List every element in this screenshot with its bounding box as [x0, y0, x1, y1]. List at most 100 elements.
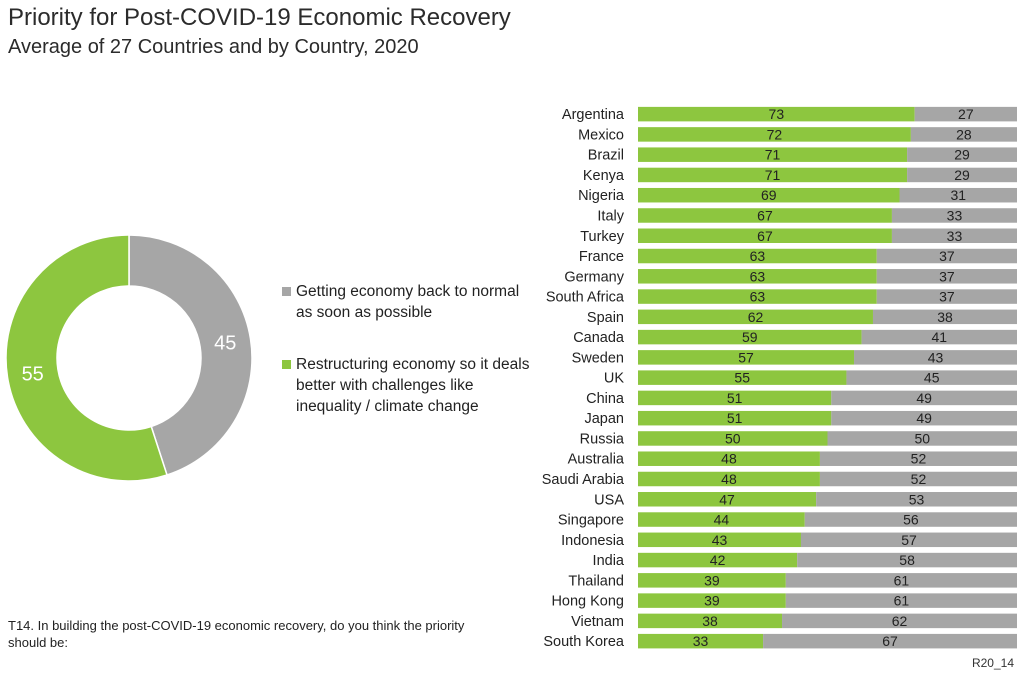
bar-segment-back-to-normal	[831, 390, 1017, 406]
bar-value-label: 47	[719, 491, 735, 507]
country-label: India	[593, 553, 625, 569]
bar-value-label: 63	[750, 268, 766, 284]
country-bar-chart: Argentina 73 27 Mexico 72 28 Brazil 71 29 Kenya 71…	[542, 106, 1017, 650]
bar-segment-restructuring	[638, 187, 900, 203]
bar-segment-back-to-normal	[827, 431, 1017, 446]
bar-segment-back-to-normal	[819, 451, 1017, 466]
bar-segment-restructuring	[638, 512, 805, 527]
chart-title: Priority for Post-COVID-19 Economic Reco…	[8, 4, 511, 31]
donut-slice-back-to-normal	[128, 234, 253, 476]
country-label: Mexico	[578, 127, 624, 143]
country-label: Italy	[597, 208, 624, 224]
chart-subtitle: Average of 27 Countries and by Country, …	[8, 36, 419, 58]
bar-segment-restructuring	[638, 228, 892, 244]
bar-value-label: 67	[882, 633, 898, 649]
bar-value-label: 45	[924, 370, 940, 386]
bar-segment-back-to-normal	[854, 350, 1017, 365]
bar-value-label: 44	[714, 512, 730, 528]
bar-value-label: 58	[899, 552, 915, 568]
bar-value-label: 59	[742, 329, 758, 345]
bar-value-label: 27	[958, 106, 974, 122]
bar-value-label: 48	[721, 451, 737, 467]
bar-segment-back-to-normal	[861, 329, 1017, 345]
bar-segment-restructuring	[638, 269, 877, 284]
country-label: Argentina	[562, 107, 625, 123]
country-label: Kenya	[583, 168, 625, 184]
bar-value-label: 41	[932, 329, 948, 345]
bar-segment-back-to-normal	[804, 512, 1017, 527]
bar-value-label: 50	[914, 430, 930, 446]
bar-value-label: 57	[738, 349, 754, 365]
bar-segment-restructuring	[638, 613, 783, 629]
bar-value-label: 61	[894, 593, 910, 609]
country-label: Japan	[584, 411, 624, 427]
bar-value-label: 69	[761, 187, 777, 203]
bar-value-label: 62	[892, 613, 908, 629]
bar-value-label: 67	[757, 207, 773, 223]
bar-segment-restructuring	[638, 208, 892, 223]
bar-segment-restructuring	[638, 593, 786, 608]
bar-segment-back-to-normal	[819, 471, 1017, 487]
bar-segment-back-to-normal	[800, 532, 1017, 548]
bar-segment-restructuring	[638, 309, 873, 325]
country-label: France	[579, 249, 624, 265]
country-label: South Africa	[546, 290, 625, 306]
bar-value-label: 52	[911, 451, 927, 467]
bar-segment-restructuring	[638, 552, 798, 568]
bar-segment-restructuring	[638, 451, 820, 466]
bar-value-label: 38	[702, 613, 718, 629]
bar-value-label: 55	[734, 370, 750, 386]
bar-segment-back-to-normal	[846, 370, 1017, 385]
bar-segment-restructuring	[638, 532, 801, 548]
bar-segment-back-to-normal	[785, 593, 1017, 608]
bar-value-label: 67	[757, 228, 773, 244]
bar-value-label: 29	[954, 167, 970, 183]
bar-value-label: 63	[750, 289, 766, 305]
bar-segment-back-to-normal	[872, 309, 1017, 325]
bar-value-label: 57	[901, 532, 917, 548]
bar-segment-restructuring	[638, 106, 915, 122]
country-label: Germany	[564, 269, 624, 285]
bar-value-label: 62	[748, 309, 764, 325]
country-label: Turkey	[580, 229, 625, 245]
legend-label-back-to-normal: Getting economy back to normal as soon a…	[296, 283, 520, 321]
bar-value-label: 39	[704, 593, 720, 609]
bar-value-label: 71	[765, 167, 781, 183]
bar-value-label: 71	[765, 147, 781, 163]
bar-segment-restructuring	[638, 410, 832, 426]
country-label: Sweden	[572, 350, 624, 366]
country-label: USA	[594, 492, 624, 508]
bar-value-label: 51	[727, 390, 743, 406]
legend-item-back-to-normal: Getting economy back to normal as soon a…	[282, 281, 532, 323]
country-label: Singapore	[558, 513, 624, 529]
bar-value-label: 49	[916, 410, 932, 426]
bar-value-label: 52	[911, 471, 927, 487]
legend-label-restructuring: Restructuring economy so it deals better…	[296, 356, 530, 415]
legend-swatch-back-to-normal	[282, 287, 291, 296]
bar-segment-restructuring	[638, 431, 828, 446]
country-label: Indonesia	[561, 533, 625, 549]
donut-label-back-to-normal: 45	[214, 333, 236, 355]
bar-value-label: 39	[704, 572, 720, 588]
bar-segment-back-to-normal	[910, 127, 1017, 142]
country-label: China	[586, 391, 625, 407]
country-label: Spain	[587, 310, 624, 326]
bar-segment-back-to-normal	[907, 147, 1017, 162]
bar-segment-back-to-normal	[914, 106, 1017, 122]
donut-label-restructuring: 55	[22, 363, 44, 385]
bar-value-label: 38	[937, 309, 953, 325]
country-label: Thailand	[568, 573, 624, 589]
bar-value-label: 37	[939, 268, 955, 284]
bar-value-label: 37	[939, 289, 955, 305]
bar-segment-restructuring	[638, 370, 847, 385]
bar-segment-back-to-normal	[797, 552, 1017, 568]
bar-value-label: 42	[710, 552, 726, 568]
bar-segment-restructuring	[638, 492, 817, 507]
bar-value-label: 33	[947, 207, 963, 223]
bar-segment-restructuring	[638, 289, 877, 304]
bar-segment-back-to-normal	[907, 167, 1017, 183]
bar-segment-back-to-normal	[876, 269, 1017, 284]
bar-value-label: 73	[769, 106, 785, 122]
bar-value-label: 56	[903, 512, 919, 528]
bar-segment-restructuring	[638, 329, 862, 345]
